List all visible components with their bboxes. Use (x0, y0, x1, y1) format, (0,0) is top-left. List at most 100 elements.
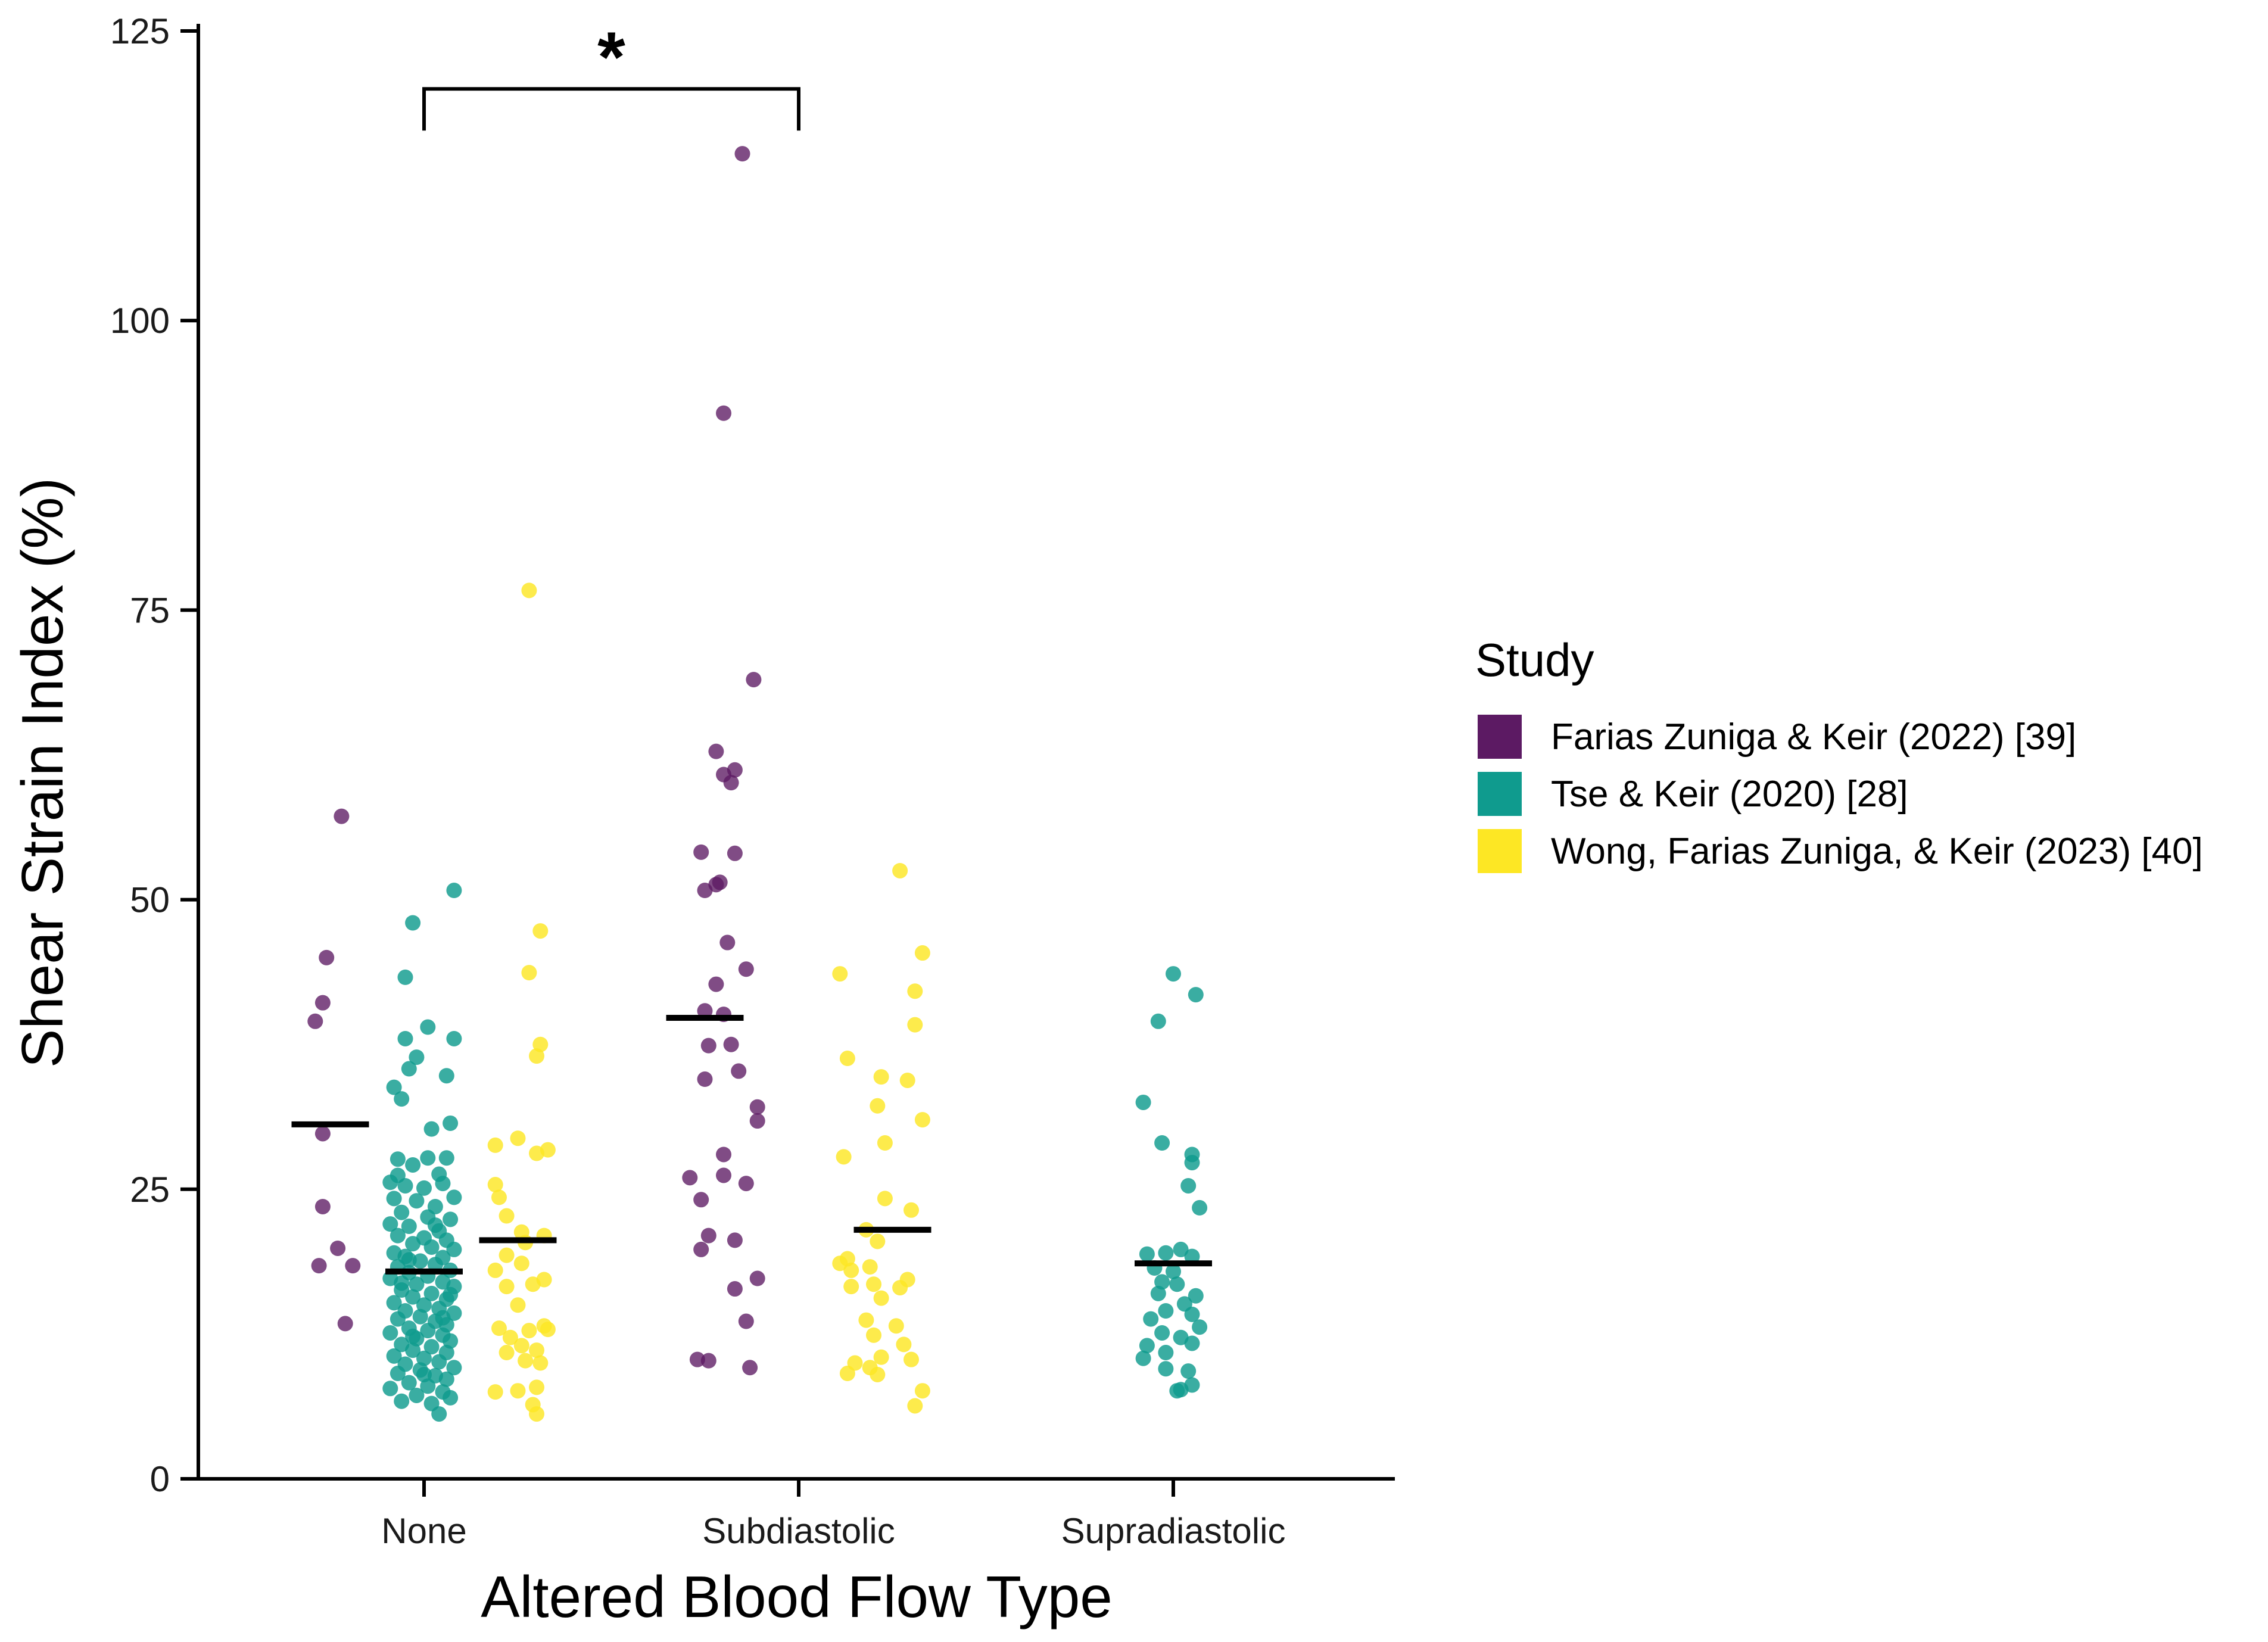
data-point (491, 1320, 507, 1336)
x-tick-label: Subdiastolic (702, 1511, 895, 1551)
data-point (697, 1003, 713, 1019)
data-point (529, 1379, 544, 1395)
data-point (1188, 987, 1204, 1003)
data-point (491, 1189, 507, 1205)
legend-label: Tse & Keir (2020) [28] (1551, 774, 1908, 815)
data-point (914, 945, 930, 961)
data-point (386, 1191, 402, 1207)
y-tick-label: 125 (110, 11, 170, 51)
data-point (405, 1342, 421, 1359)
significance-label: * (597, 17, 625, 97)
data-point (487, 1177, 503, 1193)
data-point (749, 1113, 765, 1129)
data-point (727, 1281, 743, 1297)
data-point (518, 1353, 534, 1369)
data-point (727, 762, 743, 778)
data-point (529, 1048, 544, 1064)
data-point (907, 1017, 923, 1033)
data-point (1184, 1155, 1200, 1171)
data-point (487, 1137, 503, 1153)
data-point (499, 1345, 515, 1361)
data-point (386, 1079, 402, 1095)
data-point (443, 1389, 459, 1406)
data-point (749, 1270, 765, 1286)
data-point (839, 1051, 855, 1067)
data-point (708, 743, 724, 759)
data-point (742, 1360, 758, 1376)
data-point (319, 949, 335, 965)
data-point (873, 1349, 889, 1365)
data-point (431, 1354, 447, 1370)
data-point (716, 1146, 731, 1163)
data-point (487, 1384, 503, 1400)
data-point (416, 1366, 432, 1382)
data-point (382, 1381, 398, 1397)
data-point (870, 1233, 886, 1250)
data-point (394, 1393, 410, 1409)
data-point (697, 883, 713, 899)
data-point (513, 1338, 529, 1354)
data-point (394, 1275, 410, 1291)
data-point (409, 1193, 425, 1209)
data-point (1139, 1246, 1155, 1262)
legend-label: Wong, Farias Zuniga, & Keir (2023) [40] (1551, 831, 2203, 872)
data-point (427, 1217, 443, 1233)
data-point (1158, 1361, 1174, 1377)
data-point (446, 1189, 462, 1205)
data-point (397, 1030, 413, 1046)
data-point (521, 582, 537, 599)
data-point (532, 923, 549, 939)
data-point (1135, 1350, 1151, 1366)
legend-title: Study (1475, 634, 1594, 686)
data-point (390, 1227, 406, 1244)
data-point (862, 1259, 878, 1275)
y-tick-label: 75 (130, 590, 170, 630)
data-point (1184, 1335, 1200, 1351)
data-point (386, 1295, 402, 1311)
data-point (904, 1202, 919, 1218)
data-point (532, 1355, 549, 1371)
data-point (540, 1322, 556, 1338)
data-point (870, 1098, 886, 1114)
data-point (443, 1286, 459, 1303)
data-point (719, 934, 736, 951)
data-point (409, 1276, 425, 1292)
data-point (746, 672, 762, 688)
data-point (727, 1232, 743, 1248)
data-point (510, 1297, 526, 1313)
legend: Study Farias Zuniga & Keir (2022) [39] Tse… (1475, 634, 2203, 873)
data-point (423, 1339, 440, 1355)
data-point (693, 1192, 709, 1208)
data-point (873, 1069, 889, 1085)
data-point (738, 961, 754, 977)
data-point (866, 1276, 881, 1292)
data-point (873, 1290, 889, 1306)
data-point (723, 775, 739, 791)
data-point (314, 995, 331, 1011)
data-point (1184, 1248, 1200, 1264)
data-point (401, 1252, 417, 1268)
data-point (693, 1241, 709, 1257)
legend-label: Farias Zuniga & Keir (2022) [39] (1551, 716, 2076, 758)
data-point (1150, 1013, 1166, 1029)
data-point (499, 1247, 515, 1263)
data-point (877, 1135, 893, 1151)
data-point (877, 1191, 893, 1207)
data-point (1169, 1276, 1185, 1292)
series-group (487, 582, 556, 1422)
data-point (390, 1366, 406, 1382)
data-point (1184, 1306, 1200, 1322)
data-point (412, 1253, 428, 1269)
data-point (382, 1325, 398, 1341)
data-point (731, 1063, 747, 1079)
data-point (314, 1126, 331, 1142)
data-point (1158, 1245, 1174, 1261)
data-point (435, 1310, 451, 1326)
data-point (438, 1068, 454, 1084)
data-point (1180, 1363, 1197, 1379)
data-point (435, 1176, 451, 1192)
data-point (390, 1167, 406, 1183)
data-point (405, 1157, 421, 1173)
data-point (914, 1383, 930, 1399)
